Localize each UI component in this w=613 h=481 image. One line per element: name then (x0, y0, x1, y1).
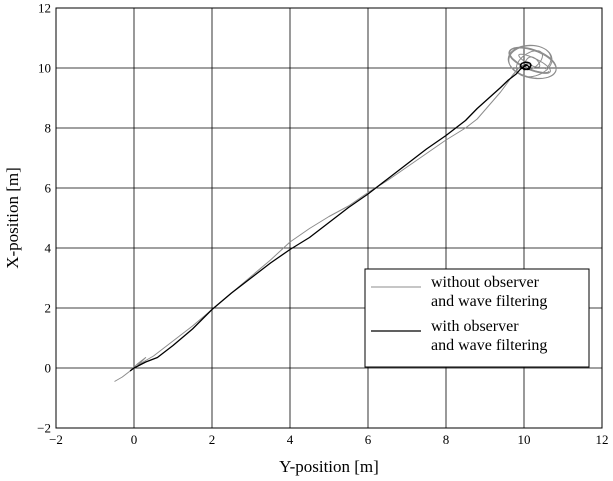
x-tick-label: 0 (131, 432, 138, 447)
x-tick-label: 12 (596, 432, 609, 447)
y-tick-label: 4 (45, 241, 52, 256)
plot-area (114, 44, 557, 382)
legend-label-with-observer-line2: and wave filtering (431, 337, 547, 354)
series-spiral-1 (519, 61, 532, 71)
grid (56, 8, 602, 428)
y-tick-label: 8 (45, 121, 52, 136)
y-tick-label: 2 (45, 301, 52, 316)
legend-label-without-observer-line1: without observer (431, 274, 540, 291)
series-line-0 (114, 63, 529, 382)
y-tick-label: 12 (38, 1, 51, 16)
plot-frame (55, 7, 603, 429)
x-tick-label: 4 (287, 432, 294, 447)
x-tick-label: 2 (209, 432, 216, 447)
x-tick-label: −2 (49, 432, 63, 447)
x-tick-label: 8 (443, 432, 450, 447)
series-line-1 (129, 64, 529, 372)
x-axis-label: Y-position [m] (279, 457, 379, 476)
x-tick-label: 10 (518, 432, 531, 447)
legend-box (364, 268, 590, 368)
legend: without observer and wave filtering with… (364, 268, 590, 368)
y-tick-label: −2 (37, 421, 51, 436)
y-tick-label: 0 (45, 361, 52, 376)
y-axis-label: X-position [m] (3, 167, 22, 269)
series-spiral-0 (507, 44, 557, 80)
x-tick-label: 6 (365, 432, 372, 447)
y-tick-label: 10 (38, 61, 51, 76)
legend-label-with-observer-line1: with observer (431, 318, 519, 335)
y-tick-label: 6 (45, 181, 52, 196)
tick-labels: −2 0 2 4 6 8 10 12 −2 0 2 4 6 8 10 12 (37, 1, 608, 448)
legend-label-without-observer-line2: and wave filtering (431, 293, 547, 310)
